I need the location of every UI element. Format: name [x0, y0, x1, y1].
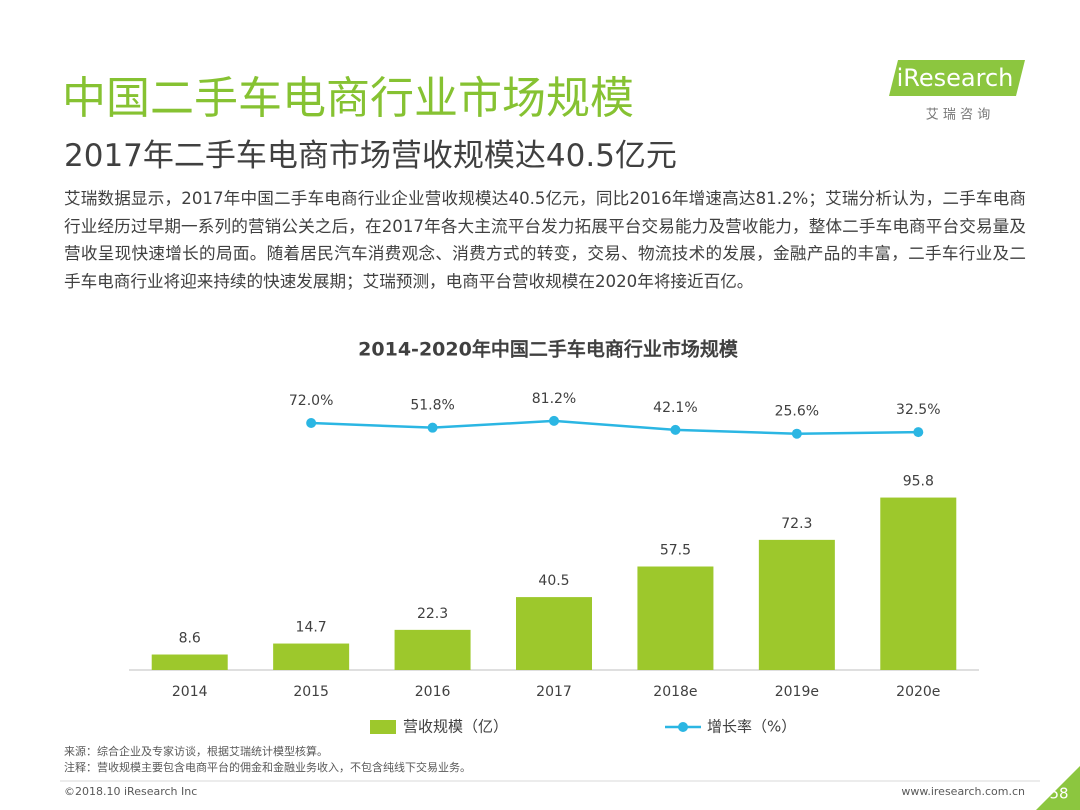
body-text: 艾瑞数据显示，2017年中国二手车电商行业企业营收规模达40.5亿元，同比201…	[64, 189, 1026, 291]
line	[311, 419, 919, 435]
x-tick-label: 2017	[536, 684, 572, 700]
bar	[394, 629, 471, 670]
x-tick-label: 2019e	[775, 684, 819, 700]
logo-tagline: 艾 瑞 咨 询	[926, 108, 990, 123]
data-label: 57.5	[660, 543, 691, 559]
line-point	[913, 427, 924, 438]
data-label: 81.2%	[532, 391, 576, 407]
website: www.iresearch.com.cn	[901, 785, 1025, 798]
x-tick-label: 2018e	[653, 684, 697, 700]
data-label: 72.0%	[289, 393, 333, 409]
bar	[516, 597, 592, 670]
page-title: 中国二手车电商行业市场规模	[62, 73, 634, 124]
line-point	[791, 428, 802, 439]
bar	[637, 566, 714, 670]
data-label: 95.8	[903, 474, 934, 490]
line-point	[549, 415, 559, 426]
bar	[758, 539, 835, 670]
x-tick-label: 2016	[415, 684, 451, 700]
legend-swatch	[370, 720, 396, 734]
x-tick-label: 2015	[293, 684, 329, 700]
source-note: 来源：综合企业及专家访谈，根据艾瑞统计模型核算。	[64, 744, 328, 758]
data-label: 51.8%	[410, 398, 454, 414]
copyright: ©2018.10 iResearch Inc	[64, 785, 197, 798]
line-point	[306, 418, 317, 429]
line-point	[670, 424, 681, 435]
data-label: 32.5%	[896, 402, 940, 418]
legend-swatch	[678, 722, 688, 732]
chart-title: 2014-2020年中国二手车电商行业市场规模	[358, 338, 739, 361]
corner	[1036, 766, 1080, 810]
data-label: 22.3	[417, 606, 448, 622]
x-tick-label: 2020e	[896, 684, 940, 700]
legend-label: 增长率（%）	[707, 718, 796, 736]
data-label: 14.7	[296, 620, 327, 636]
line-point	[427, 422, 438, 433]
logo-name: iResearch	[897, 64, 1014, 92]
data-label: 8.6	[179, 631, 201, 647]
bar	[273, 643, 350, 670]
x-tick-label: 2014	[172, 684, 208, 700]
data-label: 42.1%	[653, 400, 697, 416]
page-subtitle: 2017年二手车电商市场营收规模达40.5亿元	[64, 138, 677, 174]
page-number: 58	[1049, 785, 1068, 803]
data-label: 40.5	[538, 573, 569, 589]
bar	[151, 654, 228, 670]
legend-label: 营收规模（亿）	[403, 718, 508, 736]
logo-box	[889, 60, 1025, 96]
bar	[880, 497, 957, 670]
data-label: 25.6%	[775, 404, 819, 420]
data-label: 72.3	[781, 516, 812, 532]
footnote: 注释：营收规模主要包含电商平台的佣金和金融业务收入，不包含纯线下交易业务。	[64, 760, 471, 774]
